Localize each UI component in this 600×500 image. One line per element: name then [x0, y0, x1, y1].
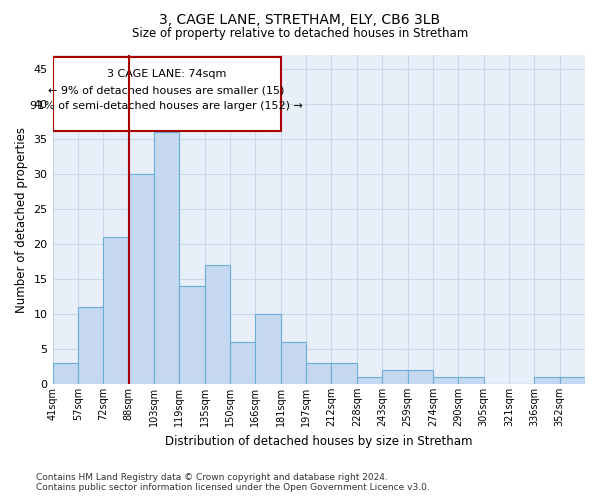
Bar: [179, 286, 205, 384]
Bar: [534, 377, 560, 384]
Bar: [281, 342, 306, 384]
Bar: [256, 314, 281, 384]
Bar: [103, 237, 128, 384]
Bar: [230, 342, 256, 384]
Bar: [433, 377, 458, 384]
Bar: [382, 370, 407, 384]
Text: 3, CAGE LANE, STRETHAM, ELY, CB6 3LB: 3, CAGE LANE, STRETHAM, ELY, CB6 3LB: [160, 12, 440, 26]
Bar: [407, 370, 433, 384]
Bar: [306, 363, 331, 384]
Bar: [154, 132, 179, 384]
Bar: [357, 377, 382, 384]
Y-axis label: Number of detached properties: Number of detached properties: [15, 126, 28, 312]
Bar: [128, 174, 154, 384]
Bar: [458, 377, 484, 384]
FancyBboxPatch shape: [53, 57, 281, 130]
Text: 3 CAGE LANE: 74sqm: 3 CAGE LANE: 74sqm: [107, 70, 226, 80]
Bar: [560, 377, 585, 384]
Text: Size of property relative to detached houses in Stretham: Size of property relative to detached ho…: [132, 28, 468, 40]
Text: 91% of semi-detached houses are larger (152) →: 91% of semi-detached houses are larger (…: [30, 102, 303, 112]
Text: ← 9% of detached houses are smaller (15): ← 9% of detached houses are smaller (15): [49, 86, 285, 96]
X-axis label: Distribution of detached houses by size in Stretham: Distribution of detached houses by size …: [165, 434, 473, 448]
Bar: [205, 265, 230, 384]
Bar: [78, 307, 103, 384]
Text: Contains HM Land Registry data © Crown copyright and database right 2024.
Contai: Contains HM Land Registry data © Crown c…: [36, 473, 430, 492]
Bar: [331, 363, 357, 384]
Bar: [53, 363, 78, 384]
